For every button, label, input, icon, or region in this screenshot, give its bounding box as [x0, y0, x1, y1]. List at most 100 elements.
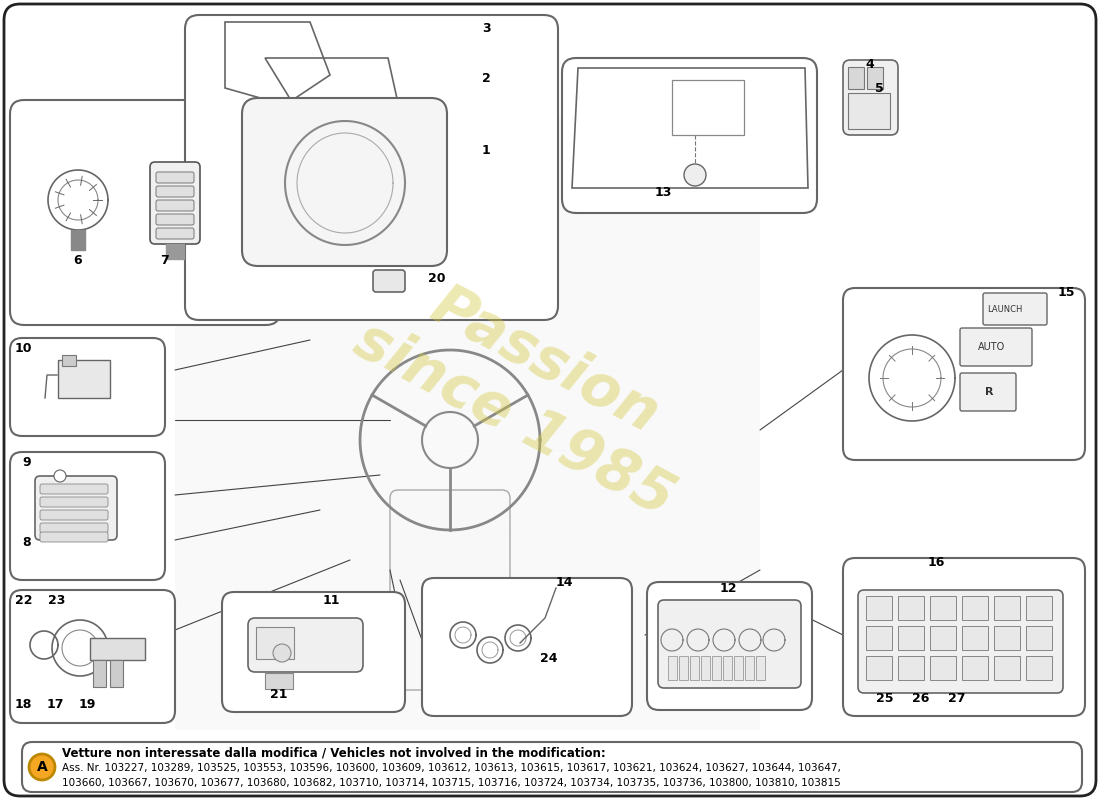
Bar	[1026, 596, 1052, 620]
FancyBboxPatch shape	[185, 15, 558, 320]
Bar	[867, 67, 883, 89]
Bar	[898, 626, 924, 650]
FancyBboxPatch shape	[22, 742, 1082, 792]
FancyBboxPatch shape	[422, 578, 632, 716]
FancyBboxPatch shape	[658, 600, 801, 688]
FancyBboxPatch shape	[35, 476, 117, 540]
Bar	[723, 656, 732, 680]
Bar	[265, 673, 293, 689]
Text: 20: 20	[428, 271, 446, 285]
Text: 1: 1	[482, 143, 491, 157]
Text: 17: 17	[47, 698, 65, 711]
Text: Vetture non interessate dalla modifica / Vehicles not involved in the modificati: Vetture non interessate dalla modifica /…	[62, 746, 606, 759]
FancyBboxPatch shape	[843, 558, 1085, 716]
FancyBboxPatch shape	[390, 490, 510, 690]
Bar	[94, 660, 106, 687]
Bar	[90, 638, 145, 660]
Bar	[62, 355, 76, 366]
Bar	[679, 656, 688, 680]
Text: 6: 6	[73, 254, 81, 266]
FancyBboxPatch shape	[156, 172, 194, 183]
FancyBboxPatch shape	[248, 618, 363, 672]
Text: 25: 25	[876, 691, 893, 705]
Text: 14: 14	[556, 577, 573, 590]
Bar	[110, 660, 123, 687]
Bar	[848, 67, 864, 89]
Text: 9: 9	[22, 455, 31, 469]
Bar	[256, 627, 294, 659]
FancyBboxPatch shape	[40, 510, 108, 520]
FancyBboxPatch shape	[10, 100, 280, 325]
Bar	[962, 626, 988, 650]
FancyBboxPatch shape	[373, 270, 405, 292]
Bar	[1026, 626, 1052, 650]
Bar	[745, 656, 754, 680]
FancyBboxPatch shape	[40, 497, 108, 507]
Text: 23: 23	[48, 594, 65, 606]
FancyBboxPatch shape	[647, 582, 812, 710]
FancyBboxPatch shape	[40, 484, 108, 494]
Bar	[962, 596, 988, 620]
FancyBboxPatch shape	[156, 228, 194, 239]
Bar	[930, 656, 956, 680]
Text: 8: 8	[22, 535, 31, 549]
Bar	[994, 596, 1020, 620]
Bar	[898, 596, 924, 620]
Bar	[994, 626, 1020, 650]
Bar	[898, 656, 924, 680]
Text: 27: 27	[948, 691, 966, 705]
Text: Ass. Nr. 103227, 103289, 103525, 103553, 103596, 103600, 103609, 103612, 103613,: Ass. Nr. 103227, 103289, 103525, 103553,…	[62, 763, 840, 773]
FancyBboxPatch shape	[843, 60, 898, 135]
Text: 22: 22	[15, 594, 33, 606]
FancyBboxPatch shape	[858, 590, 1063, 693]
FancyBboxPatch shape	[843, 288, 1085, 460]
Bar	[72, 230, 85, 250]
FancyBboxPatch shape	[10, 590, 175, 723]
Bar	[756, 656, 764, 680]
Text: 11: 11	[323, 594, 341, 606]
Text: 21: 21	[270, 689, 287, 702]
Bar	[58, 360, 110, 398]
FancyBboxPatch shape	[40, 523, 108, 533]
Bar	[175, 115, 760, 730]
Text: R: R	[984, 387, 993, 397]
Bar	[701, 656, 710, 680]
Text: 24: 24	[540, 651, 558, 665]
FancyBboxPatch shape	[10, 452, 165, 580]
Text: 103660, 103667, 103670, 103677, 103680, 103682, 103710, 103714, 103715, 103716, : 103660, 103667, 103670, 103677, 103680, …	[62, 778, 840, 788]
Bar	[734, 656, 742, 680]
Text: 12: 12	[720, 582, 737, 594]
FancyBboxPatch shape	[40, 532, 108, 542]
FancyBboxPatch shape	[150, 162, 200, 244]
Text: 18: 18	[15, 698, 32, 711]
Text: 5: 5	[874, 82, 883, 94]
Text: Passion
since 1985: Passion since 1985	[345, 253, 715, 527]
FancyBboxPatch shape	[960, 328, 1032, 366]
Bar	[1026, 656, 1052, 680]
Bar	[848, 93, 890, 129]
FancyBboxPatch shape	[983, 293, 1047, 325]
Text: AUTO: AUTO	[978, 342, 1005, 352]
FancyBboxPatch shape	[960, 373, 1016, 411]
Text: 16: 16	[928, 557, 945, 570]
Bar	[690, 656, 698, 680]
Text: 4: 4	[865, 58, 873, 71]
Text: 10: 10	[15, 342, 33, 354]
Bar	[712, 656, 720, 680]
Text: 7: 7	[160, 254, 168, 266]
Bar	[866, 626, 892, 650]
Bar	[866, 656, 892, 680]
Circle shape	[54, 470, 66, 482]
FancyBboxPatch shape	[156, 200, 194, 211]
Text: 15: 15	[1058, 286, 1076, 298]
Circle shape	[29, 754, 55, 780]
Bar	[994, 656, 1020, 680]
Text: 19: 19	[79, 698, 97, 711]
FancyBboxPatch shape	[562, 58, 817, 213]
FancyBboxPatch shape	[290, 130, 530, 315]
FancyBboxPatch shape	[4, 4, 1096, 796]
Text: LAUNCH: LAUNCH	[987, 305, 1022, 314]
Bar	[962, 656, 988, 680]
FancyBboxPatch shape	[156, 214, 194, 225]
Text: 26: 26	[912, 691, 930, 705]
